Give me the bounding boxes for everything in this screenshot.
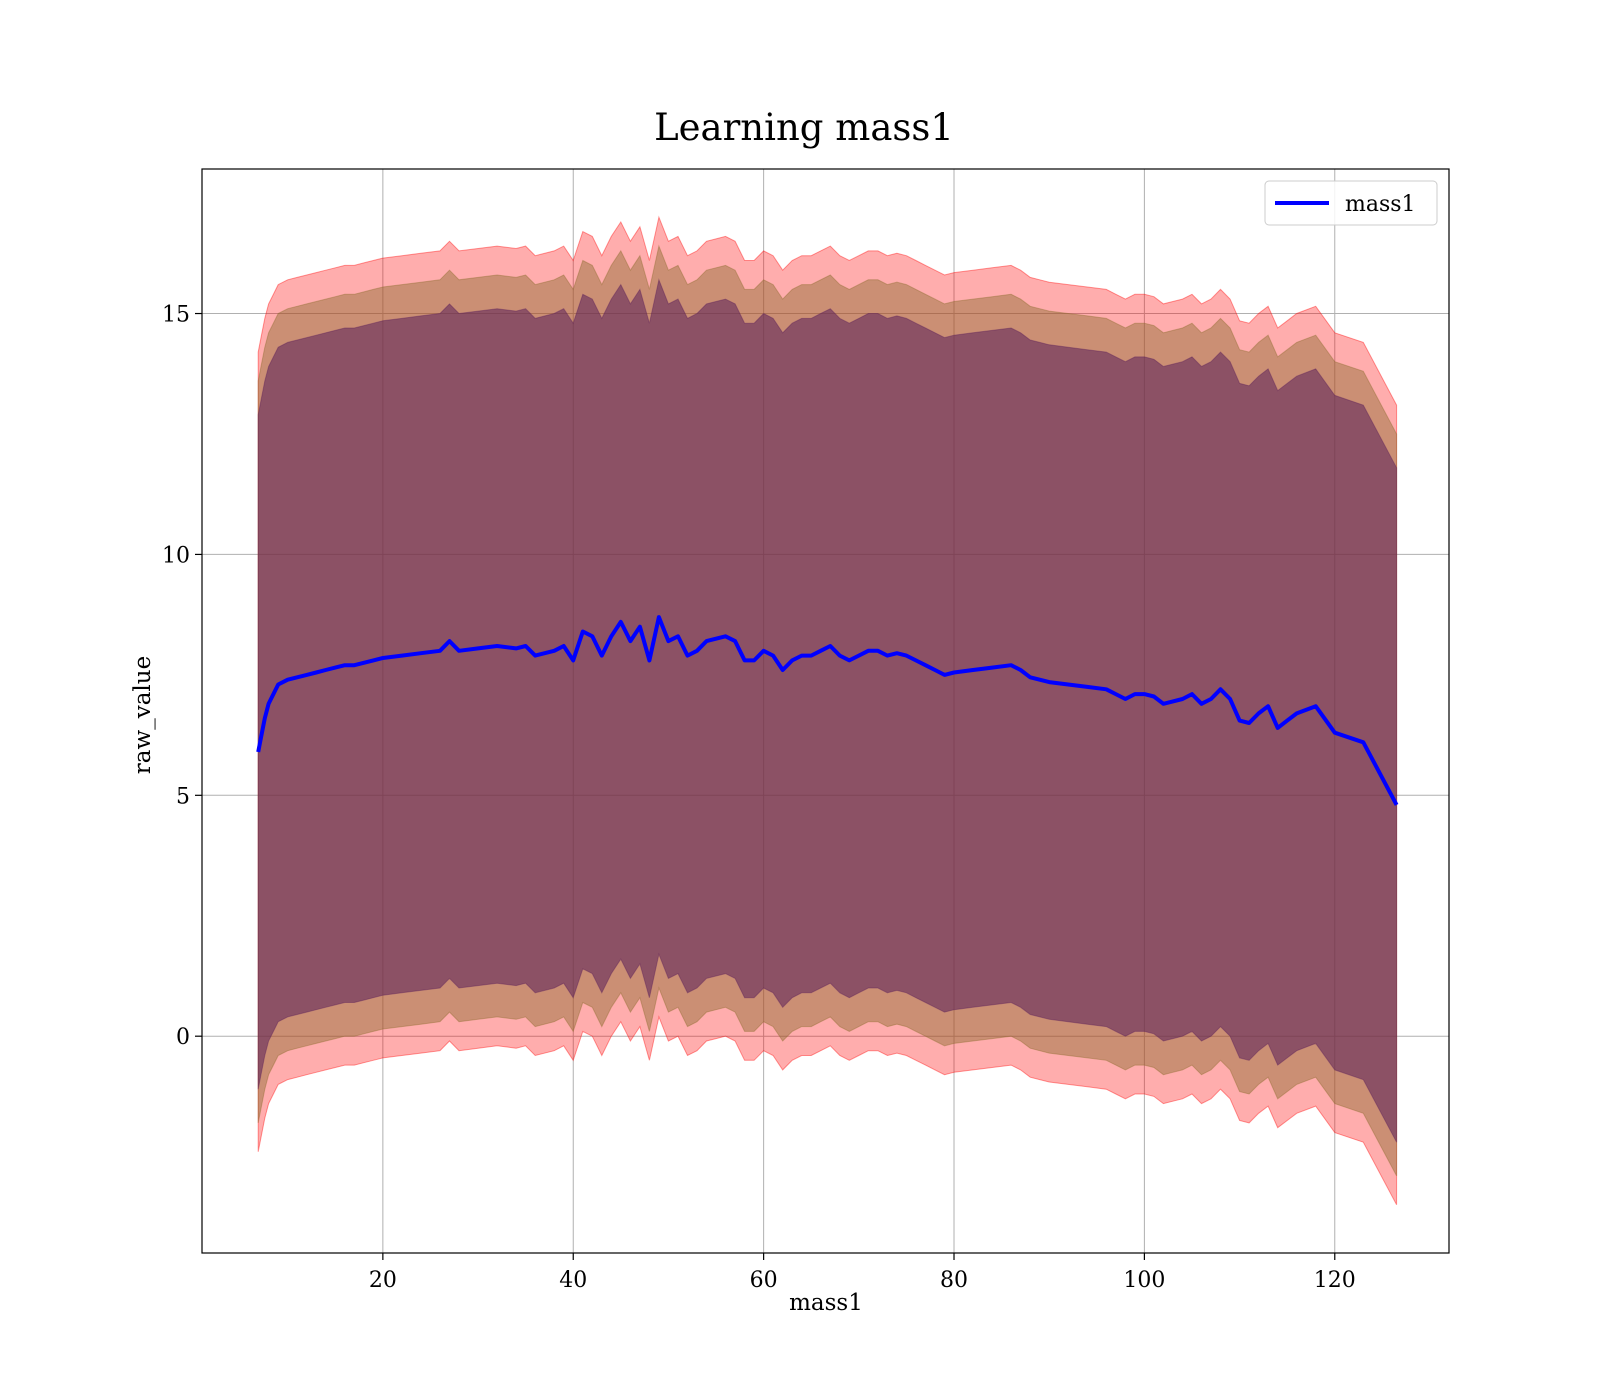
x-tick-label: 20 xyxy=(369,1268,397,1293)
series-lines xyxy=(256,615,1399,806)
inner-band xyxy=(257,278,1398,1143)
x-tick-label: 100 xyxy=(1123,1268,1165,1293)
x-tick-label: 120 xyxy=(1314,1268,1356,1293)
y-tick-label: 5 xyxy=(176,784,190,809)
y-axis-label: raw_value xyxy=(130,656,156,774)
x-tick-label: 40 xyxy=(559,1268,587,1293)
x-tick-label: 60 xyxy=(750,1268,778,1293)
chart-title: Learning mass1 xyxy=(654,106,954,149)
legend: mass1 xyxy=(1264,180,1438,226)
y-tick-label: 10 xyxy=(162,543,190,568)
y-tick-label: 0 xyxy=(176,1025,190,1050)
plot-frame xyxy=(201,168,1450,1254)
y-tick-label: 15 xyxy=(162,303,190,328)
x-axis-ticks: 20 40 60 80 100 120 xyxy=(369,1253,1356,1293)
legend-box xyxy=(1264,180,1438,226)
legend-label: mass1 xyxy=(1345,192,1416,217)
y-axis-ticks: 0 5 10 15 xyxy=(162,303,202,1050)
x-tick-label: 80 xyxy=(940,1268,968,1293)
x-axis-label: mass1 xyxy=(789,1290,863,1316)
series-line-mass1 xyxy=(256,615,1399,806)
confidence-bands xyxy=(257,215,1398,1206)
